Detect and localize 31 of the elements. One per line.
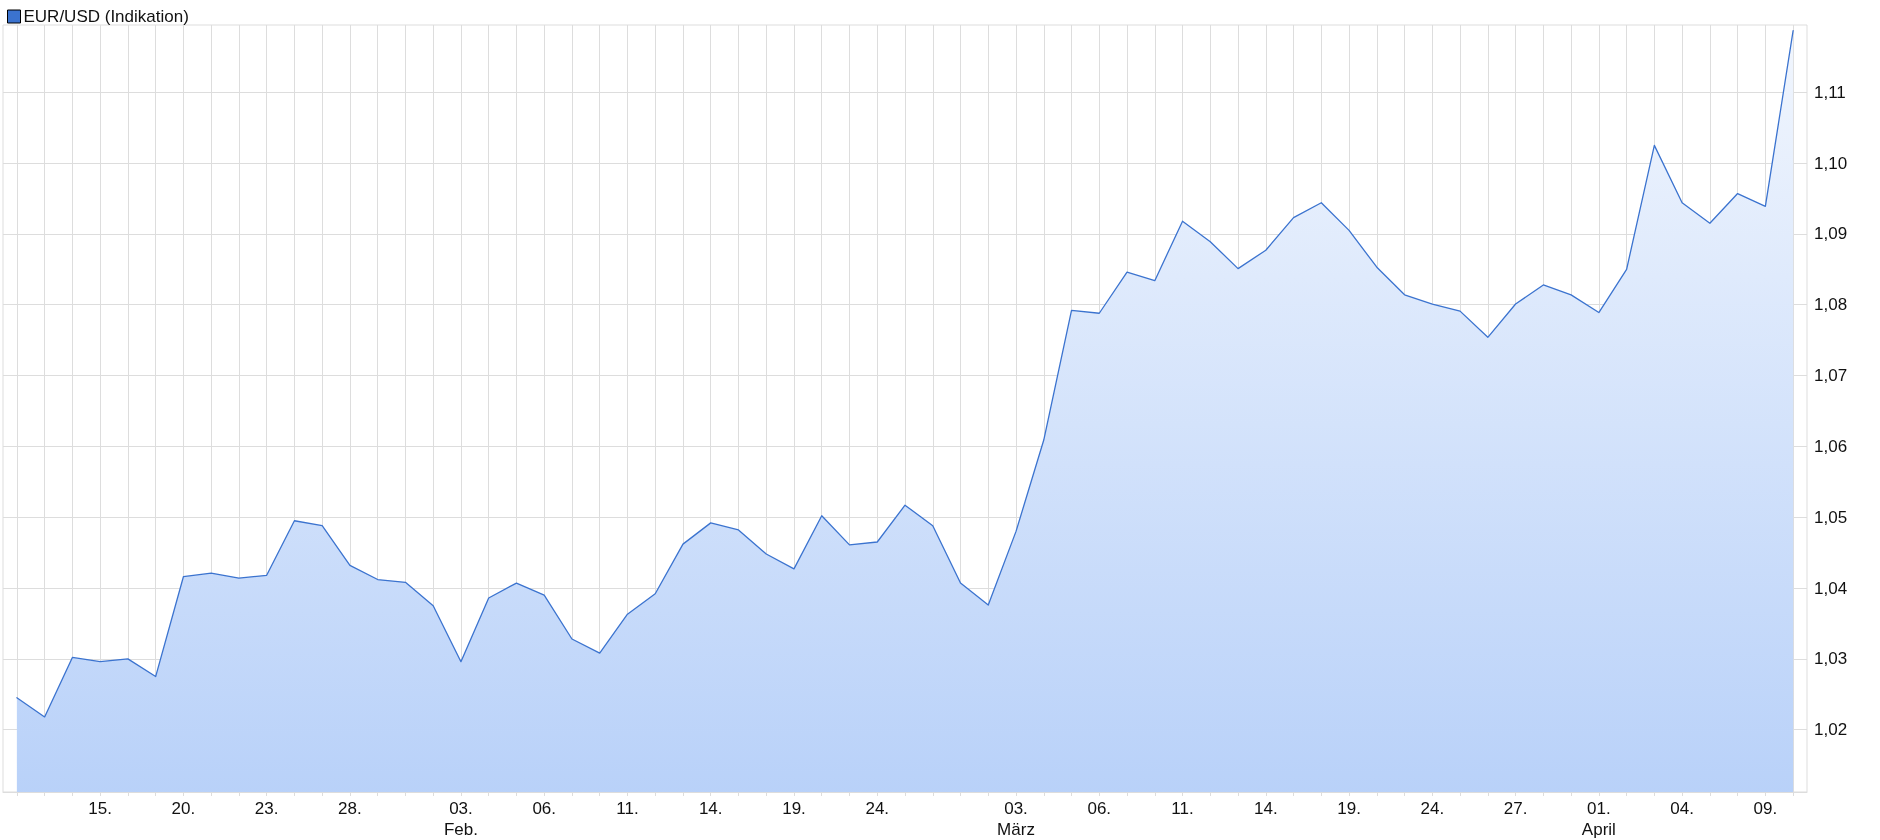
x-tick-label: 14. <box>698 799 723 818</box>
x-tick-label: 28. <box>338 799 362 818</box>
x-tick-label: 01. April <box>1581 799 1616 839</box>
legend-label: EUR/USD (Indikation) <box>23 7 189 26</box>
x-tick-label: 03. März <box>997 799 1035 839</box>
y-tick-label: 1,04 <box>1814 578 1848 598</box>
x-tick-label: 19. <box>782 799 806 818</box>
x-tick-label: 20. <box>171 799 196 818</box>
x-tick-label: 06. <box>1087 799 1112 818</box>
x-tick-label: 09. <box>1753 799 1778 818</box>
x-tick-label: 03. Feb. <box>443 799 478 839</box>
y-tick-label: 1,05 <box>1814 507 1848 527</box>
y-tick-label: 1,08 <box>1814 295 1848 315</box>
y-tick-label: 1,10 <box>1814 153 1848 173</box>
y-tick-label: 1,09 <box>1814 224 1848 244</box>
x-tick-label: 11. <box>616 799 639 818</box>
y-tick-label: 1,02 <box>1814 720 1848 740</box>
x-tick-label: 19. <box>1337 799 1361 818</box>
x-tick-label: 23. <box>254 799 279 818</box>
x-tick-label: 24. <box>865 799 890 818</box>
x-tick-label: 04. <box>1670 799 1694 818</box>
y-tick-label: 1,11 <box>1814 82 1846 102</box>
x-tick-label: 15. <box>88 799 112 818</box>
y-tick-label: 1,07 <box>1814 366 1848 386</box>
y-tick-label: 1,03 <box>1814 649 1848 669</box>
x-tick-label: 14. <box>1253 799 1278 818</box>
x-tick-label: 06. <box>532 799 557 818</box>
x-tick-label: 27. <box>1503 799 1528 818</box>
x-tick-label: 24. <box>1420 799 1445 818</box>
x-tick-label: 11. <box>1171 799 1194 818</box>
y-tick-label: 1,06 <box>1814 436 1848 456</box>
